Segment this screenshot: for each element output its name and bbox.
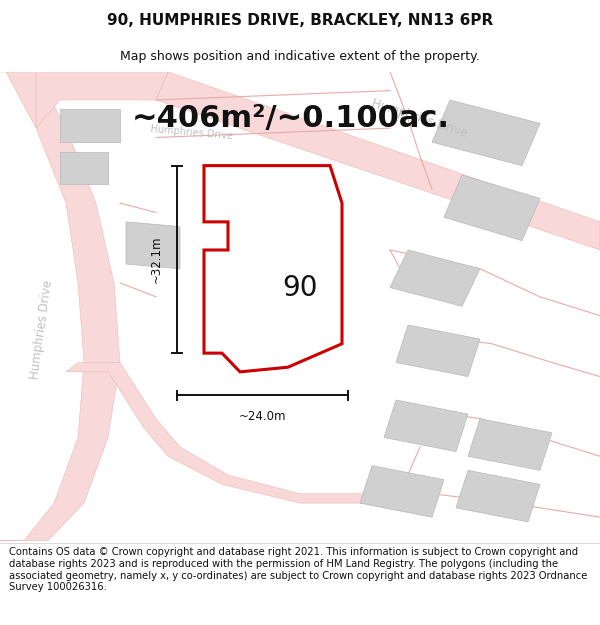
Polygon shape — [444, 175, 540, 241]
Polygon shape — [216, 175, 276, 213]
Polygon shape — [456, 470, 540, 522]
Text: 90, HUMPHRIES DRIVE, BRACKLEY, NN13 6PR: 90, HUMPHRIES DRIVE, BRACKLEY, NN13 6PR — [107, 12, 493, 28]
Text: Humphries Drive: Humphries Drive — [150, 124, 233, 141]
Polygon shape — [468, 419, 552, 470]
Text: Humphries Drive: Humphries Drive — [370, 97, 470, 141]
Text: 90: 90 — [282, 274, 318, 301]
Polygon shape — [66, 362, 432, 503]
Polygon shape — [360, 466, 444, 518]
Polygon shape — [396, 325, 480, 376]
Text: ~24.0m: ~24.0m — [239, 410, 286, 423]
Polygon shape — [384, 400, 468, 451]
Text: ~32.1m: ~32.1m — [149, 236, 163, 283]
Polygon shape — [0, 72, 120, 541]
Text: Map shows position and indicative extent of the property.: Map shows position and indicative extent… — [120, 49, 480, 62]
Polygon shape — [390, 250, 480, 306]
Polygon shape — [432, 100, 540, 166]
Polygon shape — [156, 72, 600, 250]
Polygon shape — [126, 222, 180, 269]
Polygon shape — [204, 166, 342, 372]
Text: Contains OS data © Crown copyright and database right 2021. This information is : Contains OS data © Crown copyright and d… — [9, 548, 587, 592]
Polygon shape — [60, 151, 108, 184]
Text: Humphries Drive: Humphries Drive — [29, 279, 55, 380]
Polygon shape — [228, 250, 312, 325]
Polygon shape — [36, 72, 168, 128]
Polygon shape — [60, 109, 120, 142]
Text: ~406m²/~0.100ac.: ~406m²/~0.100ac. — [132, 104, 450, 133]
